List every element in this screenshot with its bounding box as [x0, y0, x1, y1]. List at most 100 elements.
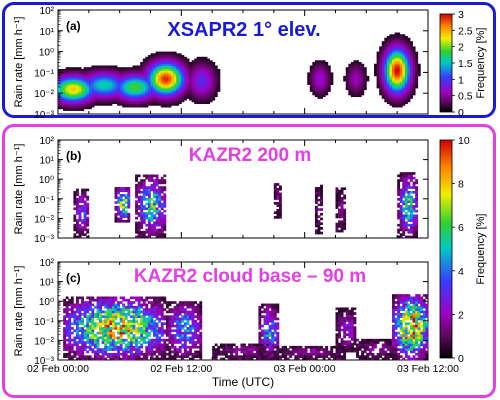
heatmap-cell [137, 198, 141, 201]
heatmap-cell [142, 195, 146, 199]
heatmap-cell [263, 331, 267, 335]
heatmap-cell [86, 216, 90, 220]
heatmap-cell [58, 94, 61, 98]
heatmap-cell [196, 324, 200, 328]
heatmap-cell [93, 327, 97, 330]
heatmap-cell [104, 86, 108, 89]
heatmap-cell [111, 315, 115, 318]
heatmap-cell [114, 88, 118, 91]
heatmap-cell [75, 334, 79, 337]
heatmap-cell [173, 352, 177, 356]
heatmap-cell [404, 58, 408, 61]
heatmap-cell [289, 352, 293, 356]
heatmap-cell [181, 75, 185, 78]
heatmap-cell [86, 94, 90, 98]
heatmap-cell [343, 77, 347, 80]
heatmap-cell [394, 88, 398, 91]
heatmap-cell [78, 315, 82, 318]
heatmap-cell [345, 67, 349, 70]
heatmap-cell [402, 49, 406, 52]
heatmap-cell [137, 75, 141, 78]
heatmap-cell [150, 212, 154, 215]
heatmap-cell [96, 305, 100, 309]
heatmap-cell [106, 94, 110, 98]
heatmap-cell [106, 322, 110, 326]
heatmap-cell [142, 179, 146, 182]
heatmap-cell [317, 60, 321, 63]
heatmap-cell [397, 70, 401, 73]
heatmap-cell [63, 320, 67, 323]
heatmap-cell [124, 317, 128, 321]
heatmap-cell [407, 42, 411, 46]
heatmap-cell [260, 310, 264, 314]
heatmap-cell [350, 84, 354, 87]
heatmap-cell [60, 79, 64, 82]
heatmap-cell [147, 86, 151, 89]
heatmap-cell [86, 68, 90, 72]
heatmap-cell [117, 72, 121, 75]
heatmap-cell [338, 357, 341, 361]
heatmap-cell [153, 296, 156, 300]
heatmap-cell [350, 307, 354, 311]
heatmap-cell [137, 86, 141, 89]
heatmap-cell [137, 79, 141, 82]
heatmap-cell [361, 357, 365, 361]
heatmap-cell [183, 336, 187, 340]
heatmap-cell [343, 349, 347, 353]
heatmap-cell [65, 308, 69, 311]
heatmap-cell [104, 336, 108, 340]
heatmap-cell [366, 338, 370, 342]
heatmap-cell [392, 81, 395, 84]
heatmap-cell [75, 345, 79, 349]
heatmap-cell [394, 82, 398, 85]
heatmap-cell [404, 65, 408, 68]
heatmap-cell [96, 101, 100, 104]
heatmap-cell [117, 331, 120, 335]
heatmap-cell [276, 201, 280, 205]
heatmap-cell [392, 93, 395, 96]
heatmap-cell [307, 74, 311, 77]
heatmap-cell [412, 228, 416, 232]
heatmap-cell [199, 327, 203, 330]
heatmap-cell [394, 49, 398, 52]
heatmap-cell [111, 100, 115, 103]
heatmap-cell [194, 82, 198, 85]
heatmap-cell [106, 93, 110, 96]
heatmap-cell [81, 228, 84, 232]
heatmap-cell [101, 334, 105, 337]
heatmap-cell [212, 96, 216, 99]
heatmap-cell [129, 355, 133, 358]
heatmap-cell [199, 348, 203, 351]
heatmap-cell [358, 94, 362, 98]
heatmap-cell [96, 310, 100, 314]
heatmap-cell [101, 77, 105, 80]
heatmap-cell [124, 86, 128, 89]
heatmap-cell [199, 357, 203, 361]
heatmap-cell [73, 105, 77, 108]
heatmap-cell [65, 312, 69, 316]
heatmap-cell [212, 355, 216, 358]
heatmap-cell [104, 84, 108, 87]
heatmap-cell [325, 65, 329, 68]
heatmap-cell [122, 219, 126, 223]
heatmap-cell [399, 89, 403, 92]
heatmap-cell [194, 98, 198, 101]
heatmap-cell [137, 93, 141, 96]
heatmap-cell [60, 84, 64, 87]
heatmap-cell [248, 348, 252, 351]
heatmap-cell [168, 93, 172, 96]
heatmap-cell [93, 91, 97, 94]
heatmap-cell [114, 296, 118, 300]
heatmap-cell [171, 62, 175, 65]
heatmap-cell [70, 98, 74, 101]
heatmap-cell [178, 355, 182, 358]
heatmap-cell [70, 94, 74, 98]
heatmap-cell [183, 65, 187, 68]
heatmap-cell [104, 100, 108, 103]
heatmap-cell [127, 312, 131, 316]
heatmap-cell [165, 317, 169, 321]
heatmap-cell [75, 107, 79, 110]
heatmap-cell [194, 93, 198, 96]
heatmap-cell [191, 341, 195, 344]
heatmap-cell [160, 82, 164, 85]
